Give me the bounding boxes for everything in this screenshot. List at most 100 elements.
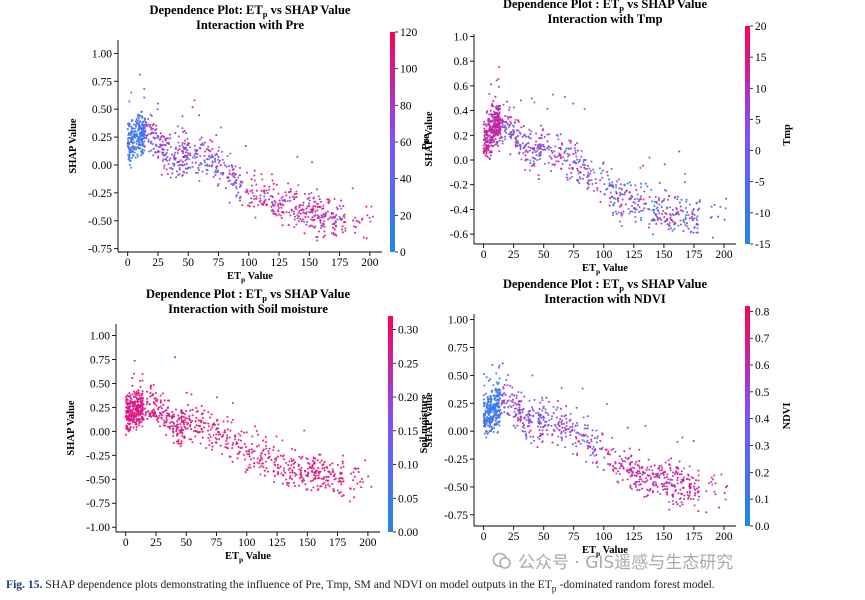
data-point (601, 446, 604, 449)
data-point (558, 152, 561, 155)
data-point (313, 477, 316, 480)
data-point (587, 183, 590, 186)
data-point (515, 394, 518, 397)
data-point (174, 147, 177, 151)
data-point (230, 164, 233, 167)
data-point (340, 207, 343, 210)
data-point (172, 427, 175, 430)
data-point (180, 420, 183, 423)
data-point (490, 425, 493, 429)
data-point (497, 128, 500, 131)
data-point (214, 436, 217, 439)
data-point (557, 428, 561, 432)
data-point (322, 204, 325, 207)
data-point (332, 475, 335, 478)
y-tick-label: 0.8 (454, 56, 469, 68)
data-point (235, 187, 238, 190)
data-point (129, 426, 132, 429)
data-point (317, 466, 320, 470)
data-point (542, 143, 545, 146)
data-point (253, 174, 256, 177)
data-point (490, 400, 493, 403)
data-point (485, 111, 488, 114)
data-point (312, 196, 315, 199)
scatter-points (482, 65, 728, 239)
data-point (676, 440, 679, 443)
data-point (314, 472, 317, 475)
data-point (482, 123, 485, 126)
data-point (173, 356, 177, 359)
data-point (560, 415, 563, 418)
data-point (634, 211, 637, 214)
data-point (609, 184, 612, 187)
data-point (498, 65, 501, 69)
data-point (303, 429, 306, 432)
data-point (539, 420, 542, 423)
data-point (366, 214, 369, 217)
data-point (488, 397, 491, 400)
data-point (585, 427, 588, 430)
data-point (271, 204, 274, 207)
data-point (482, 144, 485, 147)
data-point (559, 155, 562, 158)
data-point (514, 415, 517, 418)
data-point (661, 466, 664, 469)
data-point (248, 463, 251, 466)
data-point (622, 466, 625, 470)
data-point (559, 167, 563, 170)
data-point (525, 418, 528, 421)
data-point (566, 155, 570, 158)
data-point (542, 405, 545, 408)
data-point (521, 411, 524, 414)
data-point (204, 422, 207, 425)
chart-panel-1: Dependence Plot: ETp vs SHAP ValueIntera… (68, 3, 432, 284)
data-point (551, 151, 554, 154)
colorbar-tick-label: 0.00 (398, 527, 418, 539)
data-point (186, 154, 189, 158)
data-point (139, 143, 142, 146)
data-point (682, 486, 685, 489)
data-point (638, 465, 641, 468)
data-point (292, 462, 295, 465)
data-point (276, 455, 280, 458)
data-point (498, 389, 501, 392)
data-point (688, 217, 691, 220)
watermark-text: 公众号 · GIS遥感与生态研究 (518, 553, 734, 573)
data-point (126, 428, 129, 431)
data-point (503, 402, 506, 405)
data-point (292, 198, 296, 201)
data-point (208, 164, 211, 167)
data-point (608, 197, 611, 200)
data-point (323, 469, 326, 472)
data-point (639, 219, 642, 222)
data-point (580, 149, 583, 152)
data-point (212, 422, 215, 425)
data-point (521, 425, 524, 428)
data-point (576, 167, 579, 170)
data-point (631, 210, 634, 213)
data-point (134, 407, 137, 410)
data-point (487, 119, 490, 122)
data-point (527, 145, 530, 149)
data-point (543, 145, 546, 148)
data-point (263, 185, 266, 188)
data-point (215, 152, 218, 155)
data-point (527, 412, 530, 415)
data-point (146, 401, 149, 404)
data-point (273, 480, 276, 483)
data-point (626, 478, 629, 481)
data-point (575, 437, 578, 440)
data-point (710, 480, 713, 483)
data-point (228, 201, 231, 204)
data-point (681, 210, 684, 213)
data-point (357, 220, 360, 223)
data-point (203, 159, 206, 162)
data-point (484, 417, 487, 420)
data-point (264, 198, 267, 201)
data-point (512, 415, 515, 418)
data-point (255, 429, 258, 432)
data-point (486, 397, 489, 400)
data-point (507, 406, 510, 409)
data-point (226, 434, 229, 437)
data-point (171, 425, 174, 428)
